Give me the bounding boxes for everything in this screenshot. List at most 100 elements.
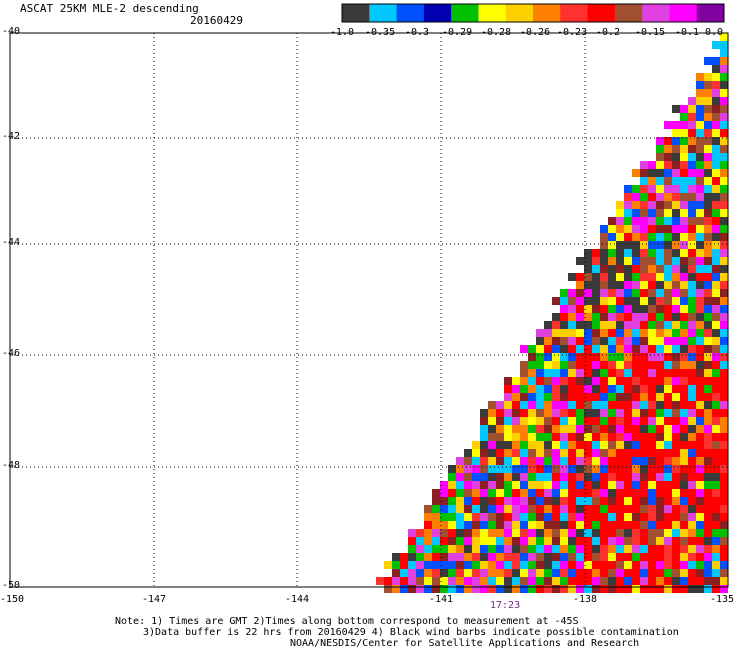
- swath-cell: [656, 273, 664, 281]
- swath-cell: [592, 281, 600, 289]
- swath-cell: [576, 497, 584, 505]
- swath-cell: [688, 377, 696, 385]
- swath-cell: [632, 193, 640, 201]
- swath-cell: [512, 473, 520, 481]
- swath-cell: [584, 481, 592, 489]
- swath-cell: [576, 337, 584, 345]
- swath-cell: [512, 513, 520, 521]
- swath-cell: [536, 489, 544, 497]
- colorbar-swatch: [478, 4, 507, 22]
- swath-cell: [640, 449, 648, 457]
- swath-cell: [472, 553, 480, 561]
- swath-cell: [688, 97, 696, 105]
- swath-cell: [480, 569, 488, 577]
- swath-cell: [704, 521, 712, 529]
- swath-cell: [672, 585, 680, 593]
- swath-cell: [584, 385, 592, 393]
- swath-cell: [648, 193, 656, 201]
- swath-cell: [448, 577, 456, 585]
- swath-cell: [720, 281, 728, 289]
- swath-cell: [608, 329, 616, 337]
- swath-cell: [712, 145, 720, 153]
- swath-cell: [704, 409, 712, 417]
- swath-cell: [648, 545, 656, 553]
- swath-cell: [576, 385, 584, 393]
- swath-cell: [712, 73, 720, 81]
- swath-cell: [696, 321, 704, 329]
- swath-cell: [568, 513, 576, 521]
- swath-cell: [648, 233, 656, 241]
- swath-cell: [664, 537, 672, 545]
- swath-cell: [592, 481, 600, 489]
- swath-cell: [600, 265, 608, 273]
- swath-cell: [528, 553, 536, 561]
- swath-cell: [696, 241, 704, 249]
- swath-cell: [536, 497, 544, 505]
- swath-cell: [696, 105, 704, 113]
- swath-cell: [568, 369, 576, 377]
- swath-cell: [720, 209, 728, 217]
- swath-cell: [544, 401, 552, 409]
- swath-cell: [584, 353, 592, 361]
- swath-cell: [720, 465, 728, 473]
- swath-cell: [528, 401, 536, 409]
- swath-cell: [584, 513, 592, 521]
- swath-cell: [600, 481, 608, 489]
- swath-cell: [568, 353, 576, 361]
- colorbar-tick-label: -0.2: [596, 27, 621, 38]
- swath-cell: [600, 385, 608, 393]
- swath-cell: [512, 489, 520, 497]
- colorbar-tick-label: -0.26: [520, 27, 551, 38]
- swath-cell: [704, 401, 712, 409]
- swath-cell: [688, 489, 696, 497]
- swath-cell: [416, 529, 424, 537]
- swath-cell: [696, 161, 704, 169]
- swath-cell: [720, 329, 728, 337]
- swath-cell: [664, 161, 672, 169]
- swath-cell: [560, 489, 568, 497]
- swath-cell: [720, 73, 728, 81]
- swath-cell: [696, 417, 704, 425]
- swath-cell: [712, 393, 720, 401]
- swath-cell: [680, 449, 688, 457]
- swath-cell: [624, 289, 632, 297]
- swath-cell: [528, 537, 536, 545]
- swath-cell: [696, 473, 704, 481]
- swath-cell: [664, 481, 672, 489]
- swath-cell: [704, 185, 712, 193]
- swath-cell: [576, 545, 584, 553]
- swath-cell: [584, 401, 592, 409]
- swath-cell: [720, 513, 728, 521]
- colorbar-tick-label: 0.0: [705, 27, 724, 38]
- swath-cell: [704, 585, 712, 593]
- swath-cell: [696, 537, 704, 545]
- swath-cell: [392, 561, 400, 569]
- swath-cell: [640, 401, 648, 409]
- swath-cell: [624, 457, 632, 465]
- swath-cell: [632, 265, 640, 273]
- swath-cell: [624, 409, 632, 417]
- swath-cell: [528, 345, 536, 353]
- swath-cell: [552, 297, 560, 305]
- swath-cell: [624, 345, 632, 353]
- swath-cell: [592, 449, 600, 457]
- swath-cell: [464, 537, 472, 545]
- swath-cell: [696, 401, 704, 409]
- swath-cell: [704, 361, 712, 369]
- colorbar-tick-label: -0.35: [365, 27, 396, 38]
- swath-cell: [624, 441, 632, 449]
- swath-cell: [704, 449, 712, 457]
- swath-cell: [720, 57, 728, 65]
- swath-cell: [680, 105, 688, 113]
- swath-cell: [680, 513, 688, 521]
- swath-cell: [688, 265, 696, 273]
- swath-cell: [696, 153, 704, 161]
- swath-cell: [520, 441, 528, 449]
- swath-cell: [616, 553, 624, 561]
- swath-cell: [664, 545, 672, 553]
- swath-cell: [632, 225, 640, 233]
- swath-cell: [656, 417, 664, 425]
- swath-cell: [608, 441, 616, 449]
- swath-cell: [568, 521, 576, 529]
- swath-cell: [704, 241, 712, 249]
